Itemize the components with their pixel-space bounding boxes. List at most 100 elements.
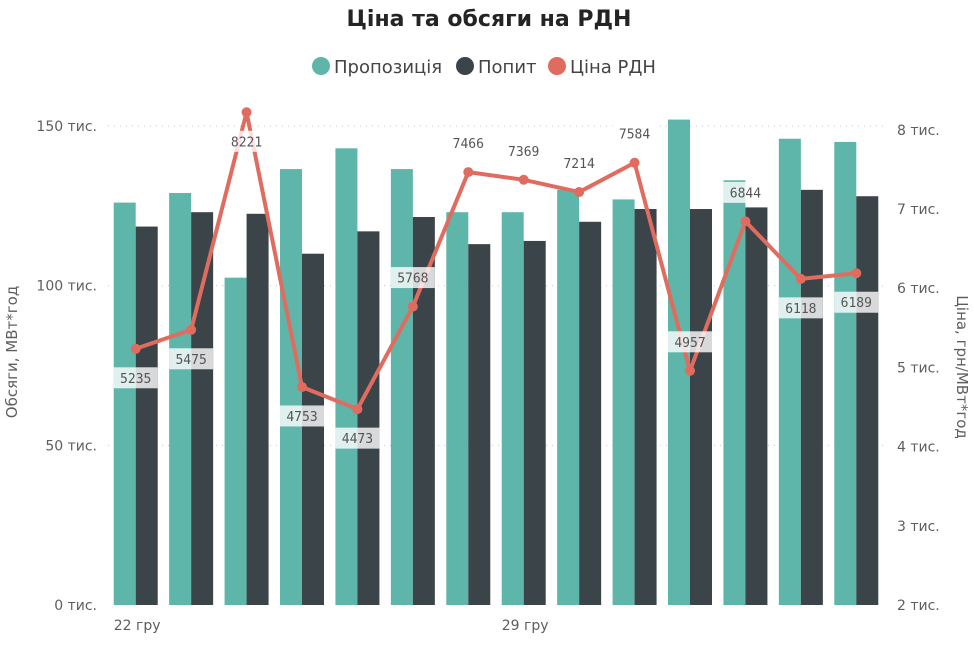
supply-bar[interactable] xyxy=(169,193,192,605)
price-data-label: 4473 xyxy=(342,432,373,447)
price-point[interactable] xyxy=(574,187,585,198)
legend-label: Пропозиція xyxy=(334,57,442,78)
legend-label: Ціна РДН xyxy=(570,57,656,78)
price-point[interactable] xyxy=(518,174,529,185)
supply-bar[interactable] xyxy=(280,169,302,606)
left-axis-ticks: 0 тис. 50 тис. 100 тис. 150 тис. xyxy=(36,119,97,614)
price-data-label: 6844 xyxy=(730,186,761,201)
supply-bar[interactable] xyxy=(557,189,580,605)
demand-bar[interactable] xyxy=(523,240,546,605)
price-data-label: 7584 xyxy=(619,128,650,143)
demand-bar[interactable] xyxy=(135,226,158,605)
price-point[interactable] xyxy=(629,157,640,168)
price-data-label-bg xyxy=(280,405,324,427)
supply-bar[interactable] xyxy=(723,180,746,606)
price-data-label: 5475 xyxy=(175,353,206,368)
x-tick-label: 29 гру xyxy=(502,618,549,634)
legend[interactable]: Пропозиція Попит Ціна РДН xyxy=(312,57,656,78)
price-point[interactable] xyxy=(795,273,806,284)
price-data-label-bg xyxy=(390,267,435,289)
price-data-label-bg xyxy=(501,140,546,162)
left-tick-label: 0 тис. xyxy=(54,598,97,614)
supply-bar[interactable] xyxy=(446,212,469,605)
price-point[interactable] xyxy=(241,107,252,118)
price-data-label-bg xyxy=(612,123,657,145)
legend-marker xyxy=(456,57,474,75)
demand-bar[interactable] xyxy=(579,221,602,605)
price-data-label-bg xyxy=(723,181,768,203)
price-data-label: 5768 xyxy=(397,272,428,287)
price-point[interactable] xyxy=(297,381,307,392)
price-point[interactable] xyxy=(685,365,695,376)
supply-bar[interactable] xyxy=(335,148,358,606)
right-tick-label: 3 тис. xyxy=(897,519,940,535)
demand-bar[interactable] xyxy=(357,231,380,605)
legend-item[interactable]: Попит xyxy=(456,57,537,78)
supply-bar[interactable] xyxy=(224,277,247,605)
gridlines xyxy=(108,125,884,446)
demand-bar[interactable] xyxy=(191,212,214,605)
price-data-label: 6189 xyxy=(841,296,872,311)
price-data-label-bg xyxy=(557,152,602,174)
right-axis-ticks: 2 тис. 3 тис. 4 тис. 5 тис. 6 тис. 7 тис. 8 ти… xyxy=(897,123,940,614)
price-point[interactable] xyxy=(463,167,474,178)
price-point[interactable] xyxy=(130,343,141,354)
demand-bar[interactable] xyxy=(745,207,768,605)
price-data-label-bg xyxy=(778,297,823,319)
left-tick-label: 100 тис. xyxy=(36,279,97,295)
demand-bar[interactable] xyxy=(412,216,435,605)
supply-bar[interactable] xyxy=(834,141,857,605)
supply-bar[interactable] xyxy=(390,169,413,606)
price-data-label-bg xyxy=(335,427,380,449)
demand-bar[interactable] xyxy=(634,209,657,605)
price-data-label-bg xyxy=(224,130,269,152)
price-line xyxy=(135,110,857,412)
legend-marker xyxy=(548,57,566,75)
price-line-layer xyxy=(130,107,862,415)
price-data-label: 4753 xyxy=(286,410,317,425)
right-tick-label: 6 тис. xyxy=(897,281,940,297)
price-data-label-bg xyxy=(668,331,712,353)
price-point[interactable] xyxy=(740,216,751,227)
right-tick-label: 7 тис. xyxy=(897,202,940,218)
demand-bar[interactable] xyxy=(246,213,269,605)
left-tick-label: 150 тис. xyxy=(36,119,97,135)
price-point[interactable] xyxy=(352,404,363,415)
price-data-label-bg xyxy=(169,348,214,370)
x-tick-label: 22 гру xyxy=(114,618,161,634)
price-data-label-bg xyxy=(446,132,491,154)
demand-bar[interactable] xyxy=(800,189,823,605)
right-tick-label: 4 тис. xyxy=(897,440,940,456)
demand-bar[interactable] xyxy=(468,244,491,605)
right-tick-label: 5 тис. xyxy=(897,360,940,376)
price-data-label-bg xyxy=(834,291,879,313)
legend-item[interactable]: Ціна РДН xyxy=(548,57,656,78)
price-data-label: 7466 xyxy=(453,137,484,152)
supply-bar[interactable] xyxy=(612,199,635,605)
supply-bar[interactable] xyxy=(113,202,136,605)
right-tick-label: 8 тис. xyxy=(897,123,940,139)
bars xyxy=(113,119,879,606)
supply-bar[interactable] xyxy=(668,119,690,606)
supply-bar[interactable] xyxy=(778,138,801,605)
price-data-label: 4957 xyxy=(674,336,705,351)
price-data-label: 6118 xyxy=(785,302,816,317)
left-axis-title: Обсяги, МВт*год xyxy=(3,286,21,418)
price-point[interactable] xyxy=(186,324,197,335)
legend-item[interactable]: Пропозиція xyxy=(312,57,442,78)
chart-title: Ціна та обсяги на РДН xyxy=(347,7,632,32)
left-tick-label: 50 тис. xyxy=(45,438,97,454)
demand-bar[interactable] xyxy=(856,196,879,605)
demand-bar[interactable] xyxy=(302,253,324,606)
legend-marker xyxy=(312,57,330,75)
supply-bar[interactable] xyxy=(501,212,524,605)
price-data-label-bg xyxy=(113,367,158,389)
right-tick-label: 2 тис. xyxy=(897,598,940,614)
price-point[interactable] xyxy=(851,268,862,279)
demand-bar[interactable] xyxy=(690,209,712,605)
price-data-label: 8221 xyxy=(231,135,262,150)
price-point[interactable] xyxy=(407,301,418,312)
data-labels: 5235 5475 8221 4753 4473 5768 7466 7369 7214 7584… xyxy=(113,123,879,449)
right-axis-title: Ціна, грн/МВт*год xyxy=(953,295,971,439)
